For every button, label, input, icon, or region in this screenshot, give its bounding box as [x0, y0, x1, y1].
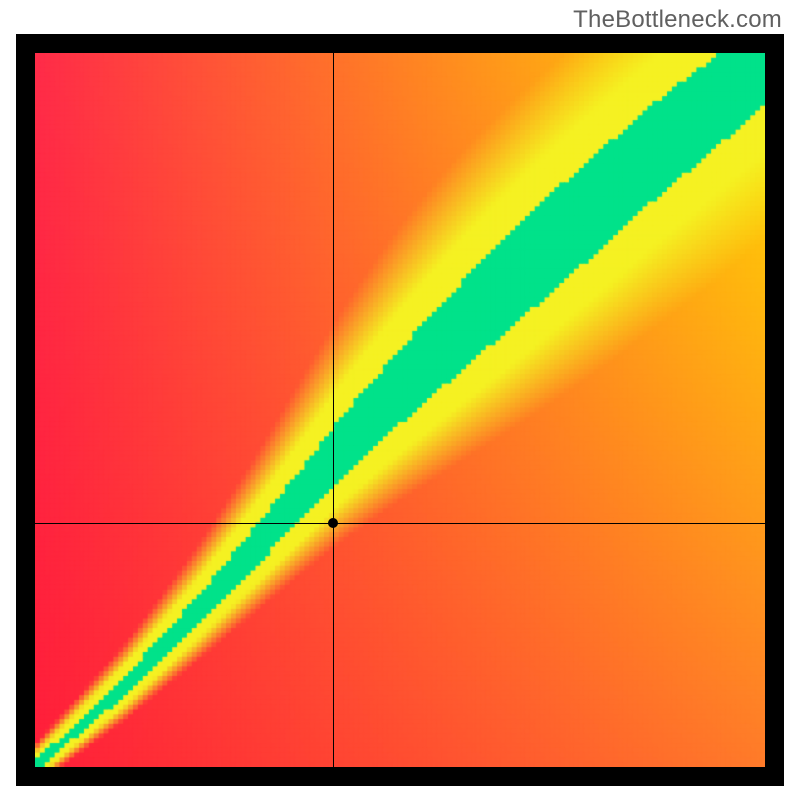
plot-frame — [16, 34, 784, 786]
heatmap-canvas — [35, 53, 765, 767]
watermark-text: TheBottleneck.com — [573, 6, 782, 34]
crosshair-horizontal — [35, 523, 765, 524]
chart-container: TheBottleneck.com — [0, 0, 800, 800]
crosshair-vertical — [333, 53, 334, 767]
crosshair-marker — [328, 518, 338, 528]
